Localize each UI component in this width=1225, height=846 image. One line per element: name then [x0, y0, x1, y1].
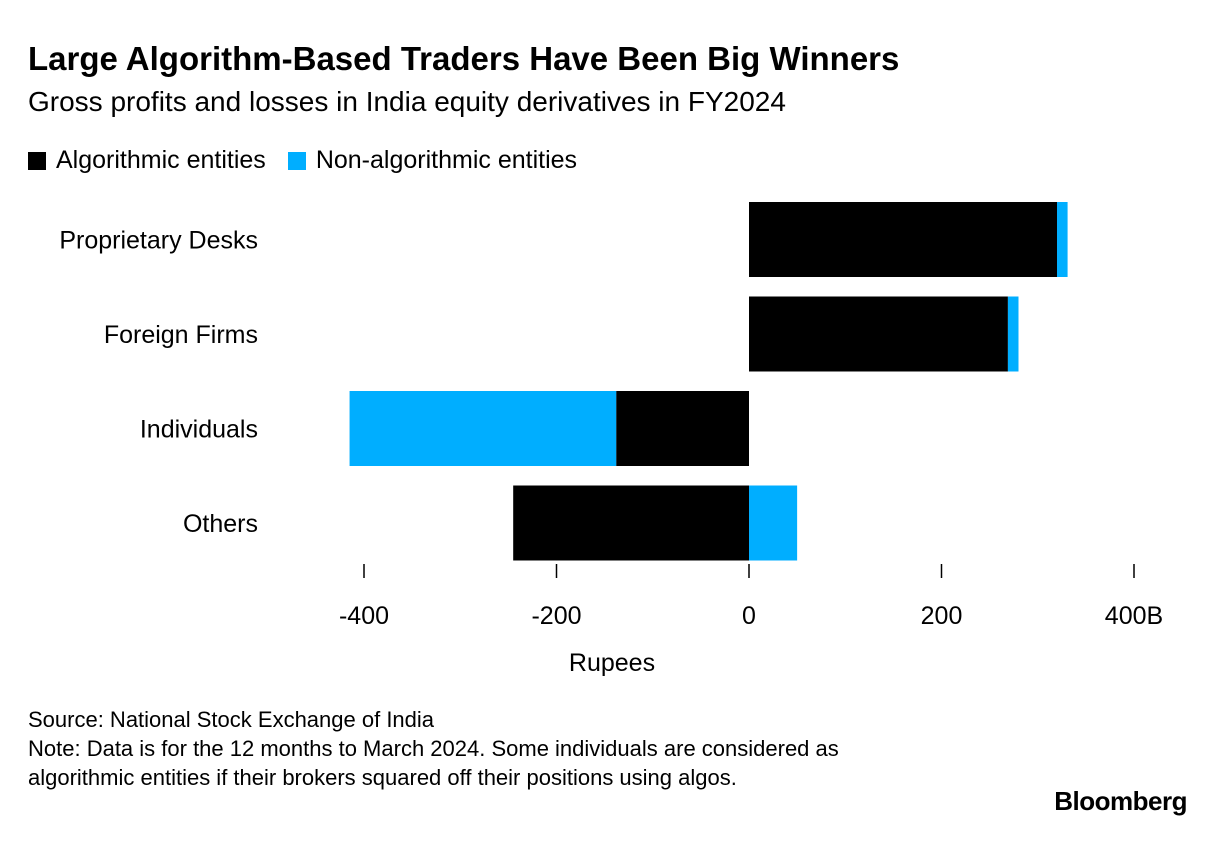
- chart-plot: Proprietary Desks Foreign Firms Individual…: [59, 202, 1163, 677]
- x-tick-label-0: -400: [339, 602, 389, 630]
- bar-proprietary-desks-algorithmic-entities: [749, 202, 1057, 277]
- x-tick-label-4: 400B: [1105, 602, 1163, 630]
- x-tick-label-3: 200: [921, 602, 963, 630]
- legend: Algorithmic entities Non-algorithmic ent…: [28, 146, 599, 175]
- bar-foreign-firms-algorithmic-entities: [749, 296, 1008, 372]
- legend-swatch-algorithmic: [28, 151, 46, 170]
- legend-label-algorithmic: Algorithmic entities: [56, 146, 266, 174]
- legend-item-non-algorithmic: Non-algorithmic entities: [287, 146, 578, 175]
- x-tick-label-1: -200: [531, 602, 581, 630]
- chart-subtitle: Gross profits and losses in India equity…: [28, 86, 786, 117]
- data-note: Note: Data is for the 12 months to March…: [28, 736, 839, 790]
- legend-swatch-non-algorithmic: [287, 151, 306, 170]
- bar-proprietary-desks-non-algorithmic-entities: [1057, 202, 1068, 277]
- bloomberg-logo: Bloomberg: [1054, 786, 1187, 816]
- x-axis-label: Rupees: [569, 649, 655, 677]
- category-label-proprietary-desks: Proprietary Desks: [59, 227, 258, 255]
- category-label-others: Others: [183, 510, 258, 538]
- bar-others-algorithmic-entities: [513, 485, 749, 561]
- bar-individuals-algorithmic-entities: [616, 391, 749, 466]
- source-note: Source: National Stock Exchange of India: [28, 707, 435, 732]
- category-label-individuals: Individuals: [140, 416, 258, 444]
- category-label-foreign-firms: Foreign Firms: [104, 321, 258, 349]
- bar-individuals-non-algorithmic-entities: [349, 391, 617, 466]
- legend-label-non-algorithmic: Non-algorithmic entities: [315, 146, 578, 174]
- chart-footer: Source: National Stock Exchange of India…: [28, 705, 948, 792]
- chart-title: Large Algorithm-Based Traders Have Been …: [28, 40, 900, 77]
- legend-item-algorithmic: Algorithmic entities: [28, 146, 266, 175]
- x-tick-label-2: 0: [742, 602, 756, 630]
- bar-others-non-algorithmic-entities: [749, 485, 798, 561]
- bar-foreign-firms-non-algorithmic-entities: [1007, 296, 1019, 372]
